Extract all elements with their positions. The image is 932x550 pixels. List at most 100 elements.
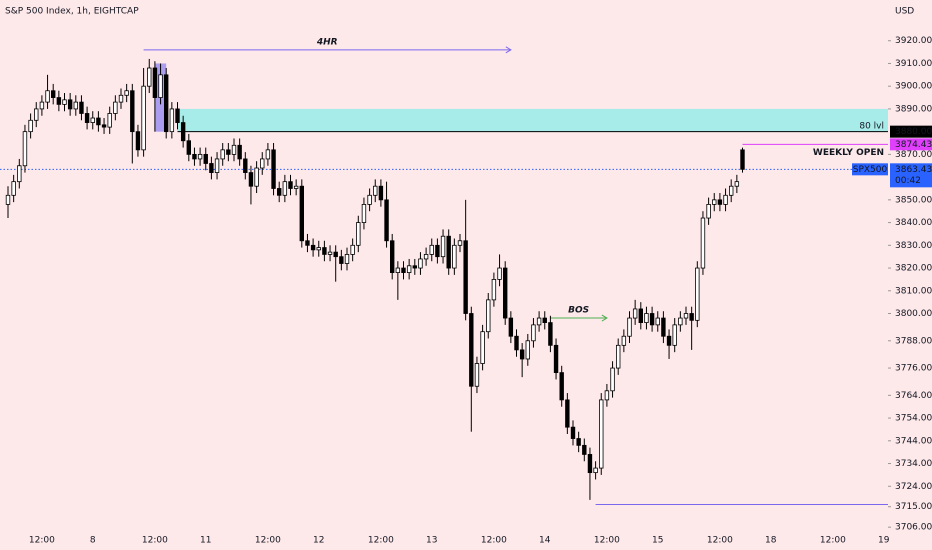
price-box — [890, 125, 932, 138]
candle-body — [604, 390, 610, 401]
candle-body — [214, 158, 220, 173]
candle-body — [226, 149, 231, 155]
candle-body — [706, 203, 711, 219]
candle-body — [536, 317, 542, 326]
candle-body — [491, 279, 497, 301]
candle-body — [406, 265, 412, 273]
y-tick-label: 3890.00 — [895, 104, 932, 114]
level-label: BOS — [568, 306, 589, 316]
candle-body — [90, 117, 95, 123]
candle-body — [288, 181, 293, 189]
candle-body — [113, 101, 118, 114]
y-tick-label: 3850.00 — [895, 195, 932, 205]
candle-body — [678, 317, 683, 326]
candle-body — [548, 322, 553, 346]
candle-body — [412, 265, 417, 269]
candle-body — [327, 251, 333, 255]
candle-body — [101, 124, 107, 128]
candle-body — [514, 335, 519, 351]
candle-body — [570, 426, 576, 439]
candle-body — [531, 324, 536, 342]
candle-body — [418, 258, 423, 269]
candle-body — [175, 108, 180, 123]
candle-body — [576, 438, 581, 446]
candle-body — [333, 251, 338, 258]
candle-body — [740, 149, 745, 170]
candle-body — [559, 372, 564, 401]
candle-body — [39, 101, 45, 110]
price-box — [890, 138, 932, 151]
candle-body — [158, 74, 163, 98]
candle-body — [356, 222, 361, 246]
x-tick-label: 12:00 — [142, 536, 168, 546]
candle-body — [480, 331, 485, 364]
candle-body — [610, 367, 615, 392]
candle-body — [51, 90, 56, 98]
candle-body — [695, 267, 700, 321]
y-tick-label: 3724.00 — [895, 482, 932, 492]
candle-body — [621, 335, 627, 346]
candle-body — [271, 149, 276, 189]
y-tick-label: 3744.00 — [895, 436, 932, 446]
candle-body — [525, 340, 530, 360]
candle-body — [220, 149, 225, 160]
candle-body — [28, 119, 33, 133]
candle-body — [463, 240, 468, 314]
candle-body — [5, 194, 11, 205]
candle-body — [265, 149, 271, 160]
candle-body — [672, 324, 677, 346]
candle-body — [497, 267, 502, 280]
candle-body — [152, 67, 158, 98]
candle-body — [452, 244, 457, 269]
candle-body — [248, 172, 254, 187]
candle-body — [186, 140, 191, 155]
zone — [177, 108, 888, 132]
candle-body — [62, 99, 67, 105]
candle-body — [203, 153, 208, 164]
candle-body — [469, 313, 474, 387]
candle-body — [118, 94, 124, 103]
candle-body — [519, 349, 525, 360]
y-tick-label: 3830.00 — [895, 241, 932, 251]
countdown: 00:42 — [895, 176, 921, 186]
x-tick-label: 13 — [426, 536, 437, 546]
candle-body — [96, 117, 101, 126]
candle-body — [237, 144, 242, 160]
candle-body — [107, 113, 112, 128]
candle-body — [729, 185, 734, 196]
candle-body — [163, 74, 169, 133]
y-tick-label: 3715.00 — [895, 502, 932, 512]
candle-body — [180, 122, 186, 142]
price-box-label: 3874.43 — [895, 140, 932, 150]
y-tick-label: 3910.00 — [895, 59, 932, 69]
candle-body — [79, 101, 84, 114]
candle-body — [401, 267, 406, 273]
candle-body — [666, 335, 672, 346]
candle-body — [384, 199, 389, 242]
candle-body — [627, 317, 632, 337]
candle-body — [276, 188, 282, 196]
candle-body — [34, 108, 39, 121]
price-box-label: 3863.43 — [895, 165, 932, 175]
candle-body — [689, 313, 694, 321]
candle-body — [260, 158, 265, 169]
price-box — [890, 163, 932, 188]
candle-body — [599, 399, 604, 469]
x-tick-label: 18 — [765, 536, 777, 546]
x-tick-label: 15 — [652, 536, 663, 546]
candle-body — [339, 256, 344, 264]
candle-body — [73, 101, 78, 110]
candle-body — [11, 181, 16, 196]
candle-body — [542, 317, 547, 323]
x-tick-label: 14 — [539, 536, 551, 546]
symbol-box — [852, 163, 888, 176]
candle-body — [84, 113, 90, 123]
y-tick-label: 3840.00 — [895, 218, 932, 228]
candle-body — [440, 235, 446, 258]
candle-body — [638, 308, 643, 323]
candle-body — [723, 194, 728, 205]
candle-body — [282, 181, 288, 196]
candle-body — [293, 185, 299, 189]
candle-body — [582, 444, 587, 455]
